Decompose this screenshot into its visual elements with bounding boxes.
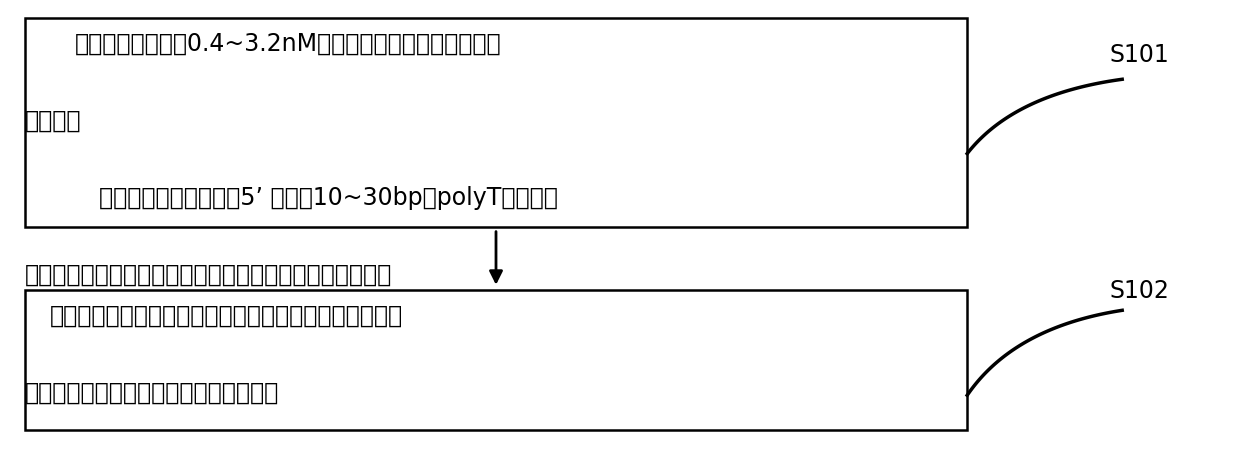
Text: 其中，所述靶向引物为5’ 端具有10~30bp的polyT的引物序: 其中，所述靶向引物为5’ 端具有10~30bp的polyT的引物序 (99, 186, 558, 210)
Text: 洗基底，: 洗基底， (25, 109, 82, 133)
Text: S101: S101 (1110, 43, 1169, 67)
Text: 将一基底浸泡在含0.4~3.2nM靶向引物的固定液中，之后清: 将一基底浸泡在含0.4~3.2nM靶向引物的固定液中，之后清 (74, 32, 501, 56)
Bar (25, 18, 967, 226)
Text: 洗基底，获得表面固定有靶向引物的基底: 洗基底，获得表面固定有靶向引物的基底 (25, 381, 279, 405)
Text: 将清洗后的基底浸入磷酸盐鑴化液中进行鑴化；之后再清: 将清洗后的基底浸入磷酸盐鑴化液中进行鑴化；之后再清 (50, 304, 403, 328)
Text: S102: S102 (1110, 279, 1169, 303)
Text: 列，所述引物序列为与模板核酸的至少部分序列互补的序列: 列，所述引物序列为与模板核酸的至少部分序列互补的序列 (25, 263, 392, 287)
Bar (25, 290, 967, 430)
